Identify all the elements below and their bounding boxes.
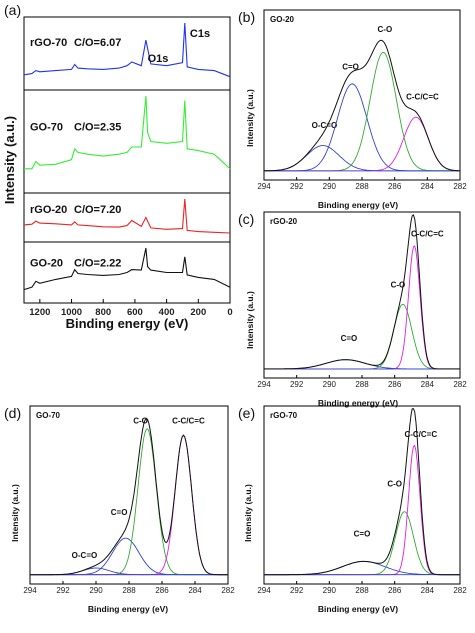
panel-e-xlabel: Binding energy (eV) <box>318 604 398 614</box>
panel-b-xtick-label: 288 <box>355 182 369 191</box>
panel-b-xlabel: Binding energy (eV) <box>318 200 398 210</box>
panel-d-ylabel: Intensity (a.u.) <box>10 484 20 542</box>
panel-b-peak-label: C=O <box>342 63 359 72</box>
panel-d-xlabel: Binding energy (eV) <box>88 604 168 614</box>
panel-c-xtick-label: 288 <box>355 380 369 389</box>
panel-b-peak-label: C-O <box>378 25 393 34</box>
panel-b-peak-label: C-C/C=C <box>406 93 439 102</box>
panel-a-frame <box>23 16 231 304</box>
panel-b-xtick-label: 294 <box>257 182 271 191</box>
c1s-annotation: C1s <box>190 28 210 40</box>
panel-c-peak-line <box>264 303 460 370</box>
survey-series-name: GO-20 <box>30 258 63 270</box>
panel-c-xtick-label: 294 <box>257 380 271 389</box>
panel-d-peak-label: O-C=O <box>72 551 98 560</box>
panel-e-letter: (e) <box>238 405 255 421</box>
panel-a-xtick-label: 600 <box>127 307 143 318</box>
survey-series-name: GO-70 <box>30 122 63 134</box>
panel-e-ylabel: Intensity (a.u.) <box>243 484 253 542</box>
panel-a-xtick-label: 200 <box>190 307 206 318</box>
panel-b-letter: (b) <box>238 9 255 25</box>
panel-b-ylabel: Intensity (a.u.) <box>245 89 255 147</box>
panel-c-ylabel: Intensity (a.u.) <box>245 291 255 349</box>
panel-c-xtick-label: 282 <box>453 380 467 389</box>
panel-a-xtick-label: 800 <box>95 307 111 318</box>
panel-c-title: rGO-20 <box>270 217 298 226</box>
panel-c-peak-line <box>264 245 460 370</box>
panel-a-xtick-label: 0 <box>227 307 232 318</box>
panel-e-peak-line <box>264 444 460 576</box>
survey-series-line-GO-70 <box>24 95 231 170</box>
panel-e-peak-label: C-O <box>387 480 402 489</box>
panel-e-title: rGO-70 <box>270 411 298 420</box>
panel-e-peak-label: C=O <box>354 530 371 539</box>
survey-series-ratio: C/O=7.20 <box>74 204 121 216</box>
panel-a-xtick-label: 1200 <box>29 307 50 318</box>
survey-series-line-rGO-20 <box>23 198 231 234</box>
survey-series-ratio: C/O=6.07 <box>74 37 121 49</box>
panel-b-peak-label: O-C=O <box>312 121 338 130</box>
panel-c-peak-line <box>264 359 460 370</box>
panel-b-peak-line <box>264 51 460 172</box>
panel-e-peak-label: C-C/C=C <box>404 430 437 439</box>
panel-b-xtick-label: 286 <box>388 182 402 191</box>
panel-b-xtick-label: 282 <box>453 182 467 191</box>
panel-c-xtick-label: 292 <box>290 380 304 389</box>
panel-d-frame <box>29 405 229 585</box>
panel-d-xtick-label: 288 <box>122 586 136 595</box>
survey-series-line-GO-20 <box>23 247 231 291</box>
survey-series-name: rGO-20 <box>30 204 67 216</box>
panel-c-xtick-label: 290 <box>323 380 337 389</box>
panel-d-xtick-label: 284 <box>188 586 202 595</box>
panel-e-xtick-label: 290 <box>323 586 337 595</box>
panel-a-letter: (a) <box>4 2 21 18</box>
panel-c-xtick-label: 286 <box>388 380 402 389</box>
panel-c-peak-label: C=O <box>341 334 358 343</box>
panel-d-peak-line <box>30 567 228 576</box>
panel-d-xtick-label: 282 <box>221 586 235 595</box>
panel-a-xtick-label: 1000 <box>61 307 82 318</box>
panel-c-xtick-label: 284 <box>421 380 435 389</box>
panel-d-peak-label: C-C/C=C <box>172 417 205 426</box>
panel-e-xtick-label: 294 <box>257 586 271 595</box>
panel-d-xtick-label: 286 <box>155 586 169 595</box>
panel-a-xtick-label: 400 <box>159 307 175 318</box>
panel-e-xtick-label: 286 <box>388 586 402 595</box>
panel-c-letter: (c) <box>238 211 254 227</box>
panel-b-xtick-label: 290 <box>323 182 337 191</box>
panel-a-ylabel: Intensity (a.u.) <box>2 116 17 204</box>
panel-e-envelope-line <box>264 408 460 576</box>
panel-b-title: GO-20 <box>270 15 295 24</box>
survey-series-ratio: C/O=2.35 <box>74 122 121 134</box>
survey-series-ratio: C/O=2.22 <box>74 258 121 270</box>
plot-layer: 1200 1000 800 600 400 200 0 rGO-70 C/O=6.07 GO-70… <box>23 9 467 595</box>
panel-d-envelope-line <box>30 417 228 576</box>
panel-d-xtick-label: 292 <box>56 586 70 595</box>
survey-series-name: rGO-70 <box>30 37 67 49</box>
panel-b-xtick-label: 292 <box>290 182 304 191</box>
panel-e-peak-line <box>264 511 460 576</box>
panel-c-xlabel: Binding energy (eV) <box>318 398 398 408</box>
panel-d-peak-label: C-O <box>133 417 148 426</box>
panel-e-xtick-label: 288 <box>355 586 369 595</box>
survey-series-line-rGO-70 <box>23 22 231 78</box>
panel-e-xtick-label: 282 <box>453 586 467 595</box>
panel-c-peak-label: C-O <box>391 280 406 289</box>
panel-e-xtick-label: 292 <box>290 586 304 595</box>
panel-d-peak-line <box>30 428 228 576</box>
o1s-annotation: O1s <box>148 53 169 65</box>
panel-d-letter: (d) <box>4 405 21 421</box>
panel-a-xlabel: Binding energy (eV) <box>66 316 189 331</box>
panel-b-xtick-label: 284 <box>421 182 435 191</box>
panel-d-peak-label: C=O <box>111 508 128 517</box>
panel-e-xtick-label: 284 <box>421 586 435 595</box>
panel-b-envelope-line <box>264 39 461 172</box>
panel-d-title: GO-70 <box>36 411 61 420</box>
panel-c-peak-label: C-C/C=C <box>411 229 444 238</box>
panel-c-envelope-line <box>264 214 460 370</box>
panel-d-xtick-label: 294 <box>23 586 37 595</box>
panel-b-peak-line <box>264 145 460 172</box>
panel-d-xtick-label: 290 <box>89 586 103 595</box>
